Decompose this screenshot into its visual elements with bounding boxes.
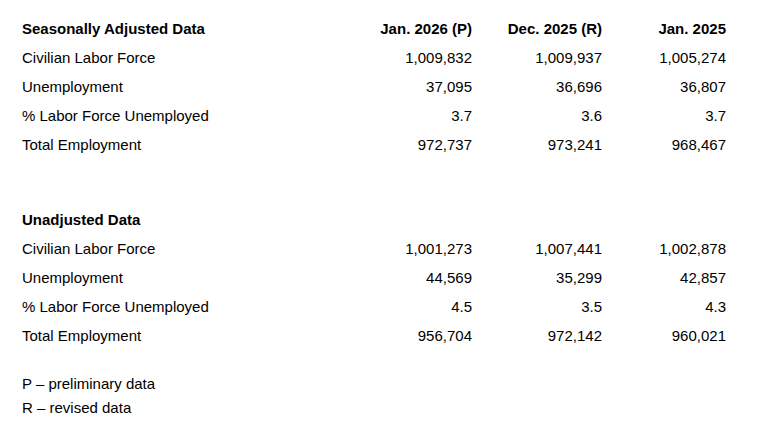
footnote-preliminary: P – preliminary data: [22, 372, 762, 396]
table-row: Total Employment 972,737 973,241 968,467: [22, 130, 726, 159]
empty-header-cell: [472, 205, 602, 234]
labor-force-table: Seasonally Adjusted Data Jan. 2026 (P) D…: [22, 14, 726, 350]
column-header-dec-2025: Dec. 2025 (R): [472, 14, 602, 43]
table-row: Civilian Labor Force 1,009,832 1,009,937…: [22, 43, 726, 72]
cell-value: 37,095: [342, 72, 472, 101]
row-label: Total Employment: [22, 321, 342, 350]
cell-value: 3.7: [342, 101, 472, 130]
row-label: Unemployment: [22, 72, 342, 101]
cell-value: 1,007,441: [472, 234, 602, 263]
row-label: Civilian Labor Force: [22, 234, 342, 263]
table-row: % Labor Force Unemployed 3.7 3.6 3.7: [22, 101, 726, 130]
empty-header-cell: [342, 205, 472, 234]
cell-value: 4.5: [342, 292, 472, 321]
section-title-unadjusted: Unadjusted Data: [22, 205, 342, 234]
cell-value: 973,241: [472, 130, 602, 159]
section-header-row-unadjusted: Unadjusted Data: [22, 205, 726, 234]
cell-value: 1,001,273: [342, 234, 472, 263]
empty-header-cell: [602, 205, 726, 234]
cell-value: 960,021: [602, 321, 726, 350]
cell-value: 956,704: [342, 321, 472, 350]
row-label: Unemployment: [22, 263, 342, 292]
table-row: Civilian Labor Force 1,001,273 1,007,441…: [22, 234, 726, 263]
cell-value: 36,807: [602, 72, 726, 101]
table-row: % Labor Force Unemployed 4.5 3.5 4.3: [22, 292, 726, 321]
cell-value: 4.3: [602, 292, 726, 321]
cell-value: 42,857: [602, 263, 726, 292]
row-label: % Labor Force Unemployed: [22, 292, 342, 321]
footnote-revised: R – revised data: [22, 396, 762, 420]
column-header-jan-2026: Jan. 2026 (P): [342, 14, 472, 43]
footnotes: P – preliminary data R – revised data: [22, 372, 762, 420]
row-label: Total Employment: [22, 130, 342, 159]
table-row: Total Employment 956,704 972,142 960,021: [22, 321, 726, 350]
cell-value: 972,737: [342, 130, 472, 159]
cell-value: 972,142: [472, 321, 602, 350]
cell-value: 968,467: [602, 130, 726, 159]
cell-value: 3.5: [472, 292, 602, 321]
section-header-row-seasonally-adjusted: Seasonally Adjusted Data Jan. 2026 (P) D…: [22, 14, 726, 43]
cell-value: 1,002,878: [602, 234, 726, 263]
labor-force-report: Seasonally Adjusted Data Jan. 2026 (P) D…: [0, 0, 762, 420]
cell-value: 36,696: [472, 72, 602, 101]
table-row: Unemployment 37,095 36,696 36,807: [22, 72, 726, 101]
row-label: % Labor Force Unemployed: [22, 101, 342, 130]
cell-value: 1,009,832: [342, 43, 472, 72]
cell-value: 1,009,937: [472, 43, 602, 72]
column-header-jan-2025: Jan. 2025: [602, 14, 726, 43]
cell-value: 1,005,274: [602, 43, 726, 72]
cell-value: 3.7: [602, 101, 726, 130]
table-row: Unemployment 44,569 35,299 42,857: [22, 263, 726, 292]
section-spacer: [22, 159, 726, 205]
cell-value: 44,569: [342, 263, 472, 292]
cell-value: 3.6: [472, 101, 602, 130]
row-label: Civilian Labor Force: [22, 43, 342, 72]
cell-value: 35,299: [472, 263, 602, 292]
section-title-seasonally-adjusted: Seasonally Adjusted Data: [22, 14, 342, 43]
